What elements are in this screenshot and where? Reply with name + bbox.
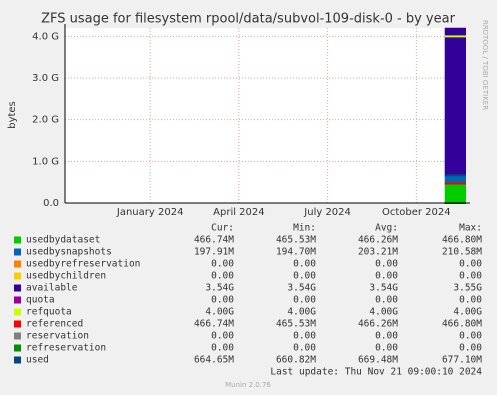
stat-header: Cur: [211, 223, 234, 234]
legend-label: reservation [26, 331, 89, 342]
footer: Munin 2.0.76 [225, 381, 271, 389]
legend-label: available [26, 283, 78, 294]
last-update: Last update: Thu Nov 21 09:00:10 2024 [270, 367, 482, 378]
stat-value: 0.00 [459, 271, 482, 282]
legend-swatch [14, 236, 21, 244]
legend-label: used [26, 355, 49, 366]
stat-value: 677.10M [442, 355, 482, 366]
legend-label: usedbychildren [26, 271, 106, 282]
stat-value: 203.21M [358, 247, 398, 258]
chart-title: ZFS usage for filesystem rpool/data/subv… [41, 12, 456, 27]
legend-swatch [14, 272, 21, 280]
stat-value: 0.00 [459, 259, 482, 270]
legend-swatch [14, 260, 21, 268]
stat-value: 466.26M [358, 319, 398, 330]
legend-label: quota [26, 295, 55, 306]
stat-value: 0.00 [293, 331, 316, 342]
stat-value: 465.53M [276, 235, 316, 246]
x-tick-label: January 2024 [116, 207, 184, 218]
stat-value: 466.74M [194, 235, 234, 246]
stat-value: 660.82M [276, 355, 316, 366]
x-tick-label: October 2024 [382, 207, 451, 218]
stat-header: Max: [459, 223, 482, 234]
stat-value: 0.00 [211, 259, 234, 270]
stat-value: 466.74M [194, 319, 234, 330]
stat-value: 4.00G [287, 307, 316, 318]
y-tick-label: 3.0 G [32, 73, 59, 84]
stat-value: 669.48M [358, 355, 398, 366]
stat-value: 0.00 [293, 295, 316, 306]
y-tick-label: 1.0 G [32, 156, 59, 167]
stat-value: 0.00 [375, 295, 398, 306]
stat-value: 4.00G [369, 307, 398, 318]
stat-value: 0.00 [375, 343, 398, 354]
legend-label: usedbydataset [26, 235, 100, 246]
legend-label: usedbysnapshots [26, 247, 112, 258]
area [444, 175, 466, 184]
stat-value: 664.65M [194, 355, 234, 366]
legend-label: usedbyrefreservation [26, 259, 140, 270]
stat-value: 0.00 [211, 271, 234, 282]
legend-label: referenced [26, 319, 83, 330]
side-text: RRDTOOL / TOBI OETIKER [481, 20, 489, 110]
stat-value: 465.53M [276, 319, 316, 330]
x-tick-label: April 2024 [213, 207, 264, 218]
stat-value: 4.00G [453, 307, 482, 318]
stat-value: 466.80M [442, 235, 482, 246]
legend-swatch [14, 248, 21, 256]
stat-value: 0.00 [459, 331, 482, 342]
legend-swatch [14, 284, 21, 292]
y-tick-label: 0.0 [43, 198, 59, 209]
stat-header: Min: [293, 223, 316, 234]
stat-value: 210.58M [442, 247, 482, 258]
stat-value: 0.00 [293, 343, 316, 354]
stat-value: 466.80M [442, 319, 482, 330]
stat-value: 0.00 [211, 295, 234, 306]
legend-swatch [14, 356, 21, 364]
stat-value: 197.91M [194, 247, 234, 258]
legend-swatch [14, 308, 21, 316]
stat-value: 0.00 [375, 271, 398, 282]
stat-value: 0.00 [375, 331, 398, 342]
stat-value: 4.00G [205, 307, 234, 318]
stat-value: 3.54G [205, 283, 234, 294]
legend-swatch [14, 296, 21, 304]
area [444, 27, 466, 176]
stat-value: 0.00 [375, 259, 398, 270]
stat-value: 0.00 [459, 343, 482, 354]
legend-swatch [14, 332, 21, 340]
plot-area [65, 28, 466, 203]
stat-value: 0.00 [211, 331, 234, 342]
stat-value: 0.00 [211, 343, 234, 354]
stat-value: 194.70M [276, 247, 316, 258]
stat-value: 0.00 [459, 295, 482, 306]
stat-value: 3.54G [369, 283, 398, 294]
stat-value: 3.55G [453, 283, 482, 294]
stat-value: 0.00 [293, 259, 316, 270]
stat-value: 3.54G [287, 283, 316, 294]
y-tick-label: 4.0 G [32, 31, 59, 42]
area [444, 183, 466, 203]
x-tick-label: July 2024 [303, 207, 351, 218]
legend-swatch [14, 320, 21, 328]
legend-label: refreservation [26, 343, 106, 354]
stat-value: 466.26M [358, 235, 398, 246]
y-tick-label: 2.0 G [32, 115, 59, 126]
stat-value: 0.00 [293, 271, 316, 282]
legend-label: refquota [26, 307, 72, 318]
stat-header: Avg: [375, 223, 398, 234]
legend-swatch [14, 344, 21, 352]
y-axis-label: bytes [7, 101, 18, 129]
